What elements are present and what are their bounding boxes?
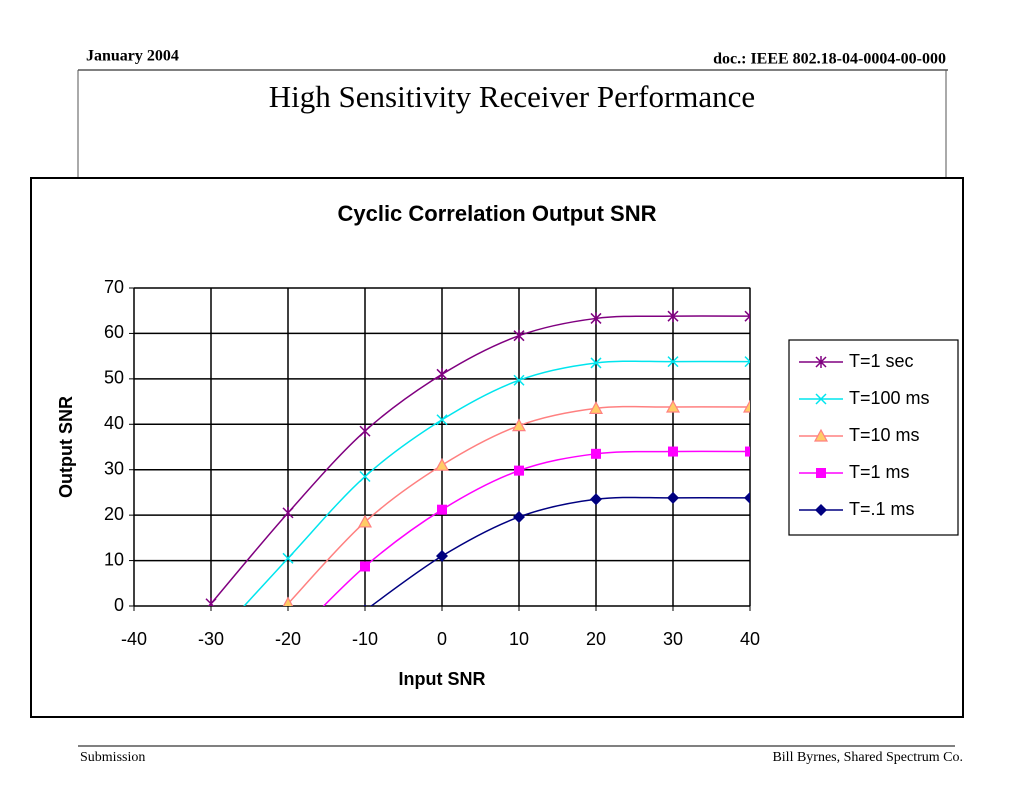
marker [744,356,750,368]
y-axis-label: Output SNR [56,396,76,498]
marker [813,428,829,442]
marker [668,446,678,457]
marker [360,561,370,572]
y-tick-label: 70 [104,277,124,297]
x-tick-label: 20 [586,629,606,649]
marker [591,448,601,459]
marker [511,418,527,432]
marker [744,310,750,323]
legend-label: T=100 ms [849,388,930,408]
marker [282,506,294,519]
marker [363,604,367,606]
marker [667,310,679,323]
x-tick-label: 30 [663,629,683,649]
y-tick-label: 50 [104,368,124,388]
marker [744,491,750,504]
footer-left: Submission [80,750,145,765]
marker [590,357,602,369]
x-tick-label: 40 [740,629,760,649]
legend-label: T=10 ms [849,425,920,445]
y-tick-label: 10 [104,549,124,569]
marker [359,425,371,438]
marker [514,465,524,476]
marker [436,368,448,381]
y-tick-label: 30 [104,458,124,478]
marker [742,399,750,413]
x-tick-label: -40 [121,629,147,649]
slide-title: High Sensitivity Receiver Performance [269,79,755,114]
x-tick-label: 10 [509,629,529,649]
legend-label: T=1 sec [849,351,914,371]
marker [436,414,448,426]
footer-right: Bill Byrnes, Shared Spectrum Co. [772,750,963,765]
marker [282,552,294,564]
marker [359,470,371,483]
marker [513,374,525,386]
x-tick-label: -20 [275,629,301,649]
y-tick-label: 20 [104,504,124,524]
chart-title: Cyclic Correlation Output SNR [337,201,656,226]
marker [588,401,604,414]
marker [282,596,294,606]
marker [434,457,450,471]
header-date: January 2004 [86,48,179,65]
x-tick-label: -30 [198,629,224,649]
marker [667,356,679,368]
marker [437,504,447,515]
marker [667,491,679,504]
y-tick-label: 0 [114,595,124,615]
marker [815,504,827,516]
marker [513,510,525,523]
legend: T=1 sec T=100 ms T=10 ms T=1 ms T=.1 ms [788,339,959,536]
marker [205,597,217,606]
marker [513,329,525,342]
series-layer [205,310,750,606]
x-tick-label: -10 [352,629,378,649]
legend-label: T=1 ms [849,462,910,482]
marker [436,550,448,563]
legend-label: T=.1 ms [849,499,915,519]
y-tick-label: 60 [104,322,124,342]
marker [815,393,827,405]
plot-area: 0 10 20 30 40 50 60 70 -40 -30 -20 -10 0 10 20 30 40 [104,277,760,649]
marker [590,312,602,325]
marker [665,399,681,413]
marker [745,446,750,457]
x-tick-label: 0 [437,629,447,649]
marker [815,356,827,368]
header-doc: doc.: IEEE 802.18-04-0004-00-000 [713,51,946,68]
marker [357,514,373,528]
marker [816,468,826,478]
x-axis-label: Input SNR [399,669,486,689]
y-tick-label: 40 [104,413,124,433]
marker [590,493,602,506]
